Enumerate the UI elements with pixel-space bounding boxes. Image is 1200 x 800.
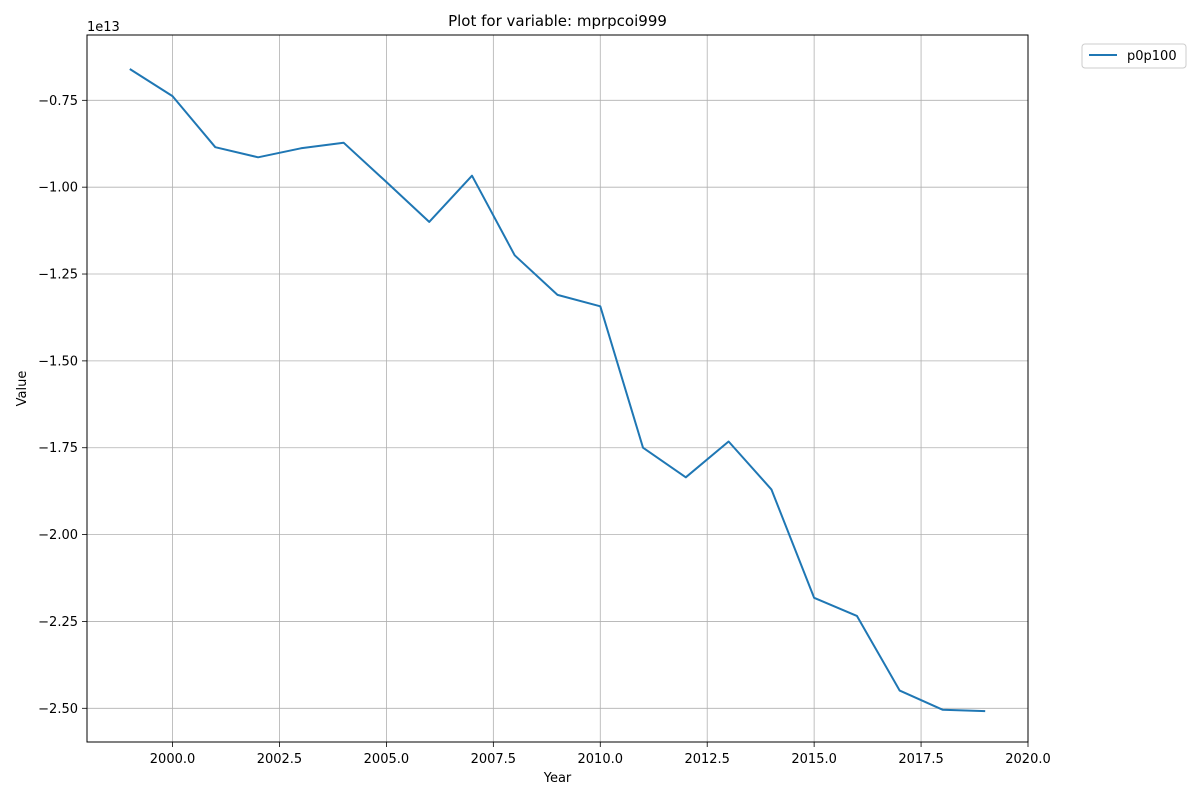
x-tick-label: 2012.5 (684, 752, 730, 767)
y-axis-label: Value (15, 371, 30, 407)
grid-lines (87, 35, 1029, 742)
y-tick-label: −0.75 (38, 94, 78, 109)
y-offset-label: 1e13 (87, 20, 120, 35)
x-tick-label: 2007.5 (471, 752, 517, 767)
y-tick-label: −1.75 (38, 441, 78, 456)
legend-label: p0p100 (1127, 49, 1177, 64)
y-tick-label: −1.50 (38, 354, 78, 369)
series-layer (129, 68, 986, 713)
y-tick-label: −2.25 (38, 615, 78, 630)
plot-frame (86, 34, 1029, 743)
y-tick-label: −1.25 (38, 268, 78, 283)
x-tick-label: 2002.5 (257, 752, 303, 767)
x-tick-label: 2015.0 (791, 752, 837, 767)
legend-box (1081, 43, 1187, 69)
y-tick-label: −1.00 (38, 181, 78, 196)
series-line-p0p100 (129, 68, 986, 713)
y-tick-label: −2.00 (38, 528, 78, 543)
legend: p0p100 (1081, 43, 1187, 69)
x-tick-label: 2000.0 (150, 752, 196, 767)
axis-ticks: 2000.0 2002.5 2005.0 2007.5 2010.0 2012.5 2015… (38, 94, 1051, 767)
y-tick-label: −2.50 (38, 702, 78, 717)
x-tick-label: 2020.0 (1005, 752, 1051, 767)
x-axis-label: Year (543, 771, 572, 786)
x-tick-label: 2005.0 (364, 752, 410, 767)
x-tick-label: 2017.5 (898, 752, 944, 767)
x-tick-label: 2010.0 (578, 752, 624, 767)
chart-title: Plot for variable: mprpcoi999 (448, 12, 667, 30)
